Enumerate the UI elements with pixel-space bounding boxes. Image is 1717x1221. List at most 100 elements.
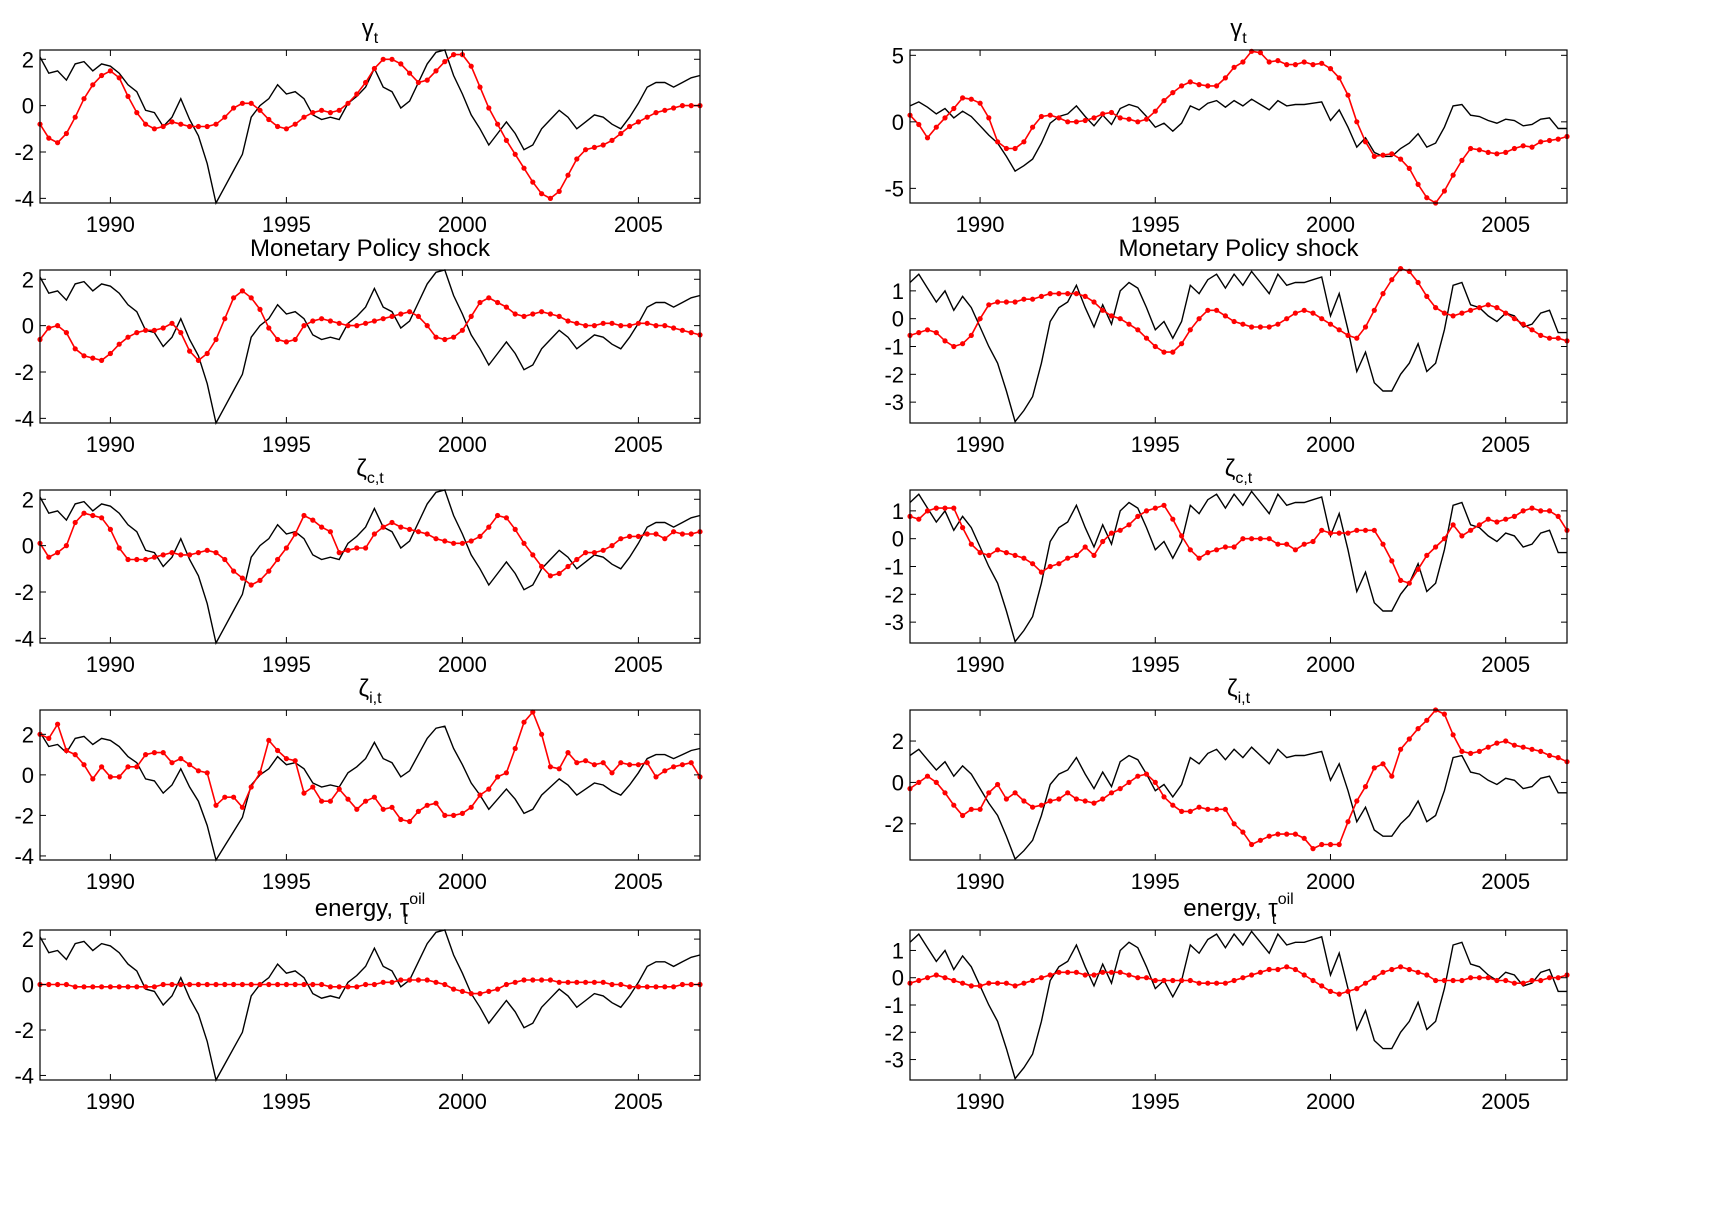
data-point [477,299,483,306]
data-point [644,984,650,990]
x-tick-label: 2005 [1481,432,1530,457]
data-point [1301,835,1307,841]
data-point [134,556,140,563]
data-point [116,545,122,551]
data-point [600,142,606,148]
data-point [1222,313,1228,319]
data-point [354,91,360,97]
data-point [169,760,175,766]
data-point [1030,804,1036,810]
data-point [1380,152,1386,158]
y-tick-label: -1 [884,335,904,360]
data-point [107,526,113,533]
data-point [1214,980,1220,986]
data-point [442,981,448,988]
data-point [424,802,430,808]
data-point [169,550,175,556]
data-point [1319,841,1325,848]
data-point [213,802,219,808]
x-tick-label: 1995 [1131,652,1180,677]
data-point [354,806,360,812]
x-tick-label: 1990 [86,212,135,237]
data-point [618,536,624,542]
series-line-2 [39,710,701,823]
data-point [916,516,922,522]
data-point [1196,316,1202,322]
data-point [486,786,492,792]
data-point [995,980,1001,986]
data-point [1126,779,1132,786]
x-tick-label: 2005 [1481,212,1530,237]
panel-title-main: ζ [358,675,369,702]
data-point [1135,975,1141,981]
data-point [1546,508,1553,514]
data-point [1415,566,1421,572]
data-point [942,975,948,981]
data-point [204,123,210,130]
data-point [933,330,939,336]
data-point [292,531,298,537]
data-point [239,981,245,988]
data-point [424,77,430,83]
data-point [195,357,201,363]
data-point [539,563,545,570]
data-point [1047,972,1053,978]
data-point [336,984,342,990]
series-line-1 [909,490,1567,644]
data-point [371,65,377,72]
data-point [151,327,157,333]
data-point [46,325,52,331]
data-point [1196,980,1202,986]
data-point [424,531,430,537]
data-point [1538,139,1544,145]
data-point [363,981,369,988]
y-tick-label: -2 [884,812,904,837]
data-point [951,977,957,984]
data-point [1047,798,1053,804]
data-point [503,304,509,310]
data-point [688,760,694,766]
y-tick-label: -3 [884,610,904,635]
data-point [345,100,351,106]
data-point [433,68,439,74]
data-point [248,981,254,988]
data-point [1310,977,1316,984]
data-point [547,573,554,579]
data-point [1529,505,1535,511]
data-point [1459,310,1465,316]
data-point [1266,966,1272,973]
data-point [63,747,69,754]
x-tick-label: 1995 [262,1089,311,1114]
data-point [1389,277,1395,283]
x-tick-label: 2000 [438,1089,487,1114]
data-point [960,341,966,347]
data-point [565,318,571,324]
data-point [1275,541,1281,547]
data-point [1275,966,1281,973]
data-point [1143,975,1150,981]
data-point [1485,744,1491,750]
data-point [600,760,606,766]
data-point [512,151,518,157]
data-point [257,577,263,584]
data-point [1406,165,1412,171]
data-point [1520,744,1526,750]
data-point [99,72,105,79]
panel-title-main: γ [362,15,374,42]
y-tick-label: -2 [14,803,34,828]
y-tick-label: 0 [22,763,34,788]
data-point [222,794,228,800]
data-point [1319,60,1325,66]
data-point [512,526,518,533]
data-point [354,323,360,329]
data-point [327,984,333,990]
data-point [266,568,272,574]
data-point [1143,508,1150,514]
data-point [134,764,140,770]
panel-title-main: Monetary Policy shock [250,235,491,262]
y-tick-label: -3 [884,1048,904,1073]
data-point [1056,969,1062,975]
data-point [644,531,650,537]
data-point [275,123,281,130]
chart-panel-10: energy, τoil t 1990 1995 2000 2005 1 0-1-2 -3 [884,891,1570,1114]
